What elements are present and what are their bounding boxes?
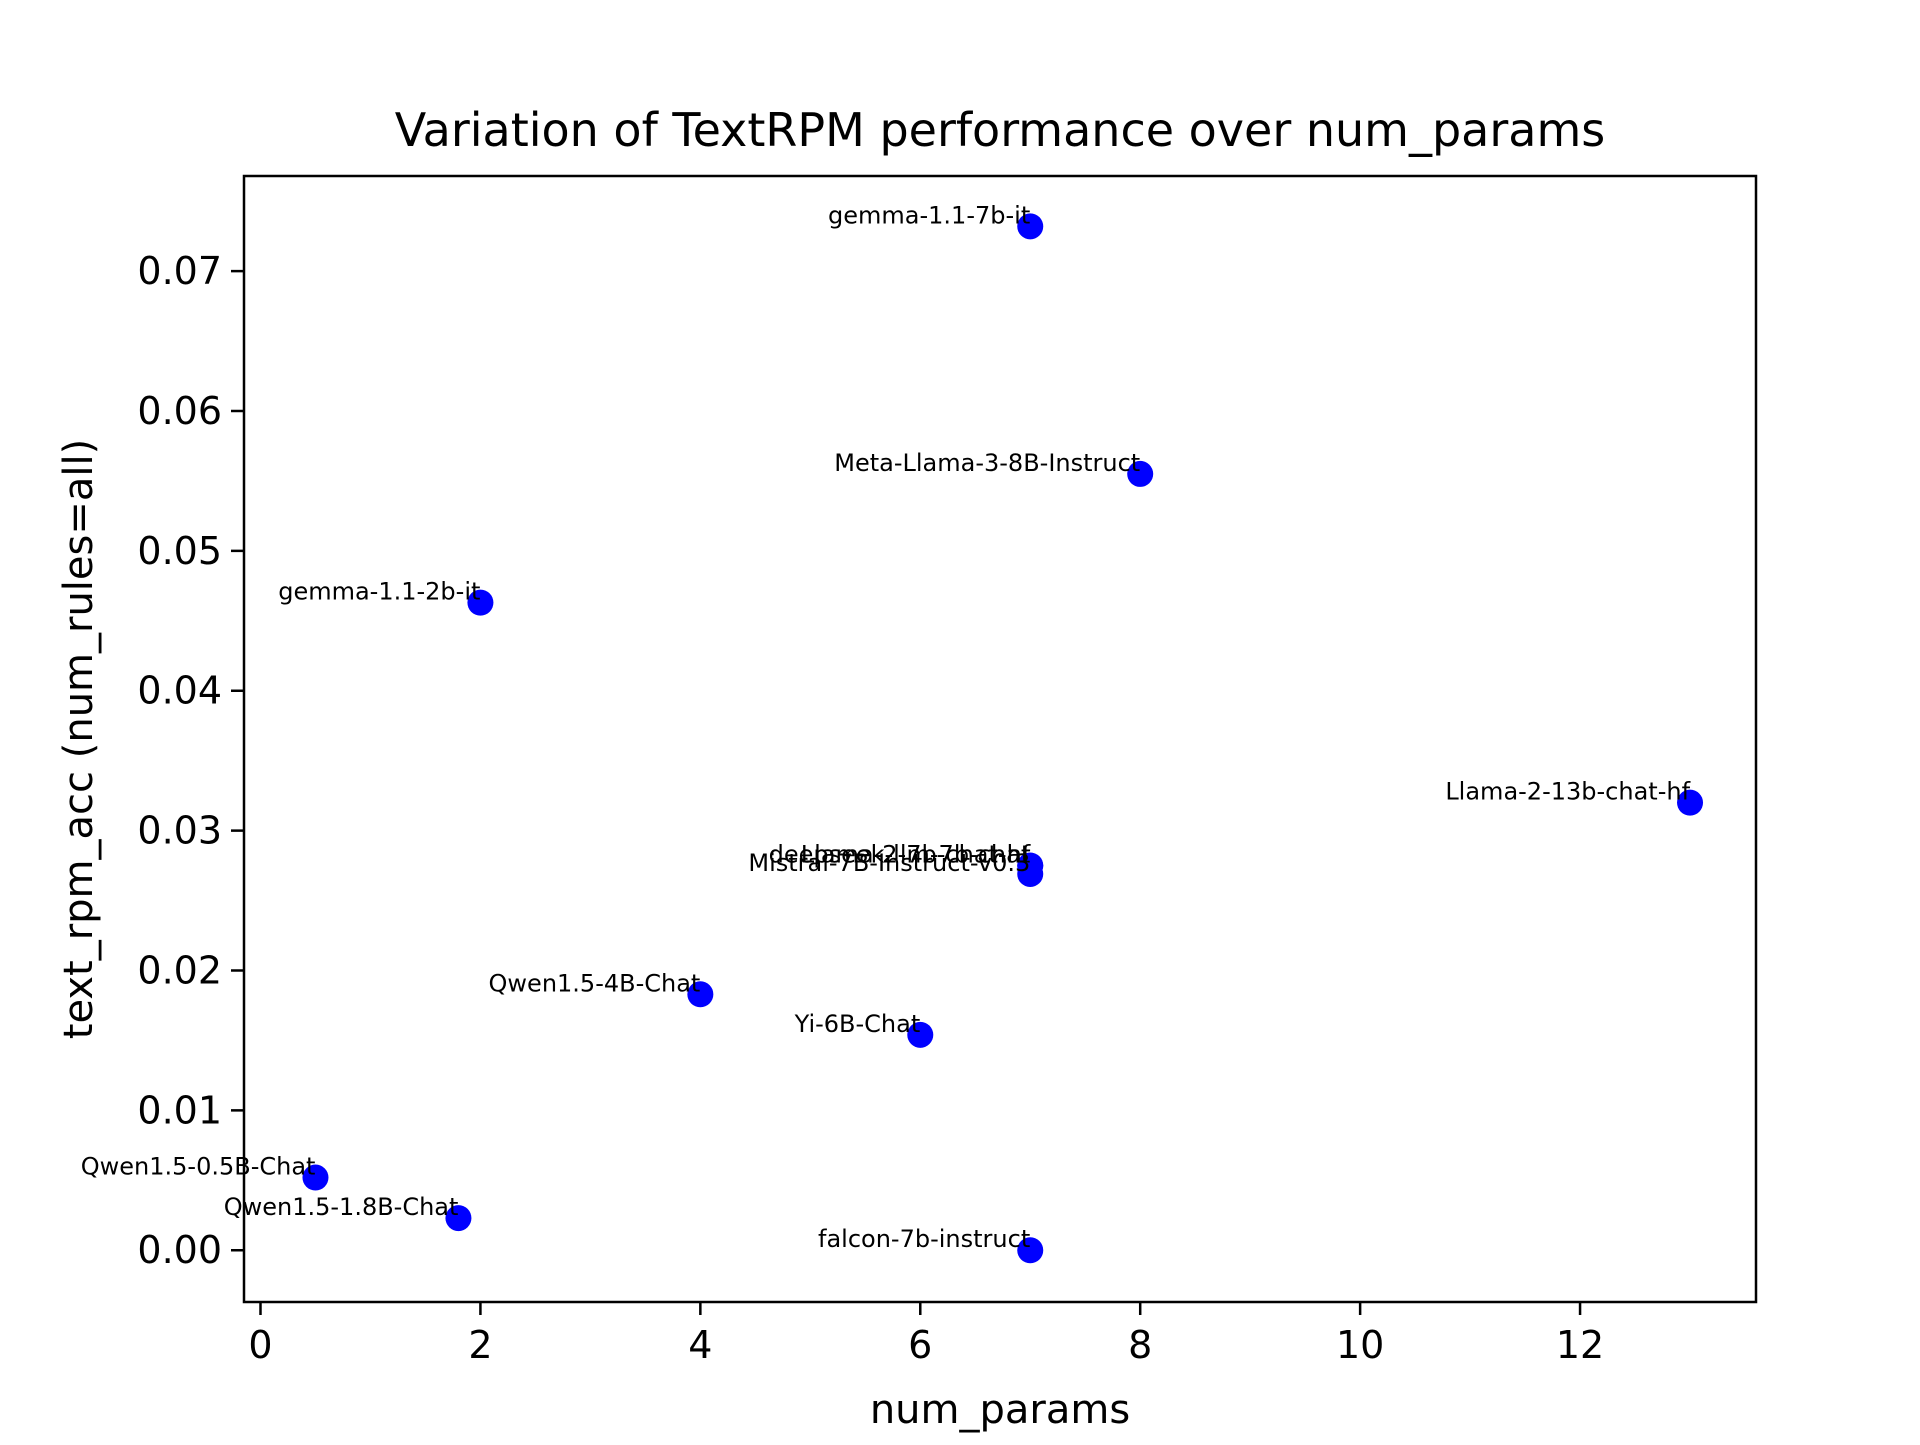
x-tick-label: 10 — [1336, 1323, 1384, 1367]
x-tick-label: 0 — [248, 1323, 272, 1367]
point-label: Qwen1.5-0.5B-Chat — [81, 1153, 316, 1181]
data-point — [1017, 1237, 1044, 1264]
y-tick-label: 0.04 — [137, 669, 222, 713]
y-axis-label: text_rpm_acc (num_rules=all) — [56, 439, 102, 1039]
data-point — [445, 1205, 472, 1232]
x-tick-label: 12 — [1556, 1323, 1604, 1367]
y-tick-label: 0.00 — [137, 1228, 222, 1272]
y-tick-label: 0.05 — [137, 529, 222, 573]
data-point — [467, 589, 494, 616]
point-label: Llama-2-7b-chat-hf — [801, 841, 1031, 869]
point-label: Qwen1.5-4B-Chat — [489, 969, 701, 997]
y-tick-label: 0.06 — [137, 389, 222, 433]
data-point — [1017, 860, 1044, 887]
point-label: gemma-1.1-7b-it — [828, 201, 1030, 229]
data-point — [1677, 789, 1704, 816]
y-tick-label: 0.07 — [137, 249, 222, 293]
point-label: deepseek-llm-7b-chat — [769, 841, 1031, 869]
chart-title: Variation of TextRPM performance over nu… — [395, 103, 1606, 157]
y-tick-label: 0.01 — [137, 1088, 222, 1132]
point-label: Meta-Llama-3-8B-Instruct — [834, 449, 1140, 477]
x-axis-label: num_params — [870, 1387, 1130, 1433]
labels-layer: gemma-1.1-7b-it Meta-Llama-3-8B-Instruct g… — [81, 201, 1691, 1253]
ticks-layer: 0 2 4 6 8 10 12 0.00 0.01 0.02 0.03 0.04 0.05 0.06 0.0… — [137, 249, 1604, 1367]
point-label: gemma-1.1-2b-it — [278, 578, 480, 606]
x-tick-label: 4 — [688, 1323, 712, 1367]
point-label: falcon-7b-instruct — [818, 1225, 1030, 1253]
points-layer — [302, 213, 1704, 1264]
point-label: Llama-2-13b-chat-hf — [1445, 778, 1690, 806]
x-tick-label: 8 — [1128, 1323, 1152, 1367]
plot-frame — [242, 174, 1758, 1304]
data-point — [1127, 460, 1154, 487]
point-label: Qwen1.5-1.8B-Chat — [224, 1193, 459, 1221]
y-tick-label: 0.02 — [137, 948, 222, 992]
data-point — [687, 981, 714, 1008]
x-tick-label: 6 — [908, 1323, 932, 1367]
y-tick-label: 0.03 — [137, 809, 222, 853]
x-tick-label: 2 — [468, 1323, 492, 1367]
point-label: Mistral-7B-Instruct-v0.3 — [748, 849, 1030, 877]
point-label: Yi-6B-Chat — [794, 1010, 921, 1038]
data-point — [1017, 213, 1044, 240]
data-point — [907, 1021, 934, 1048]
data-point — [302, 1164, 329, 1191]
